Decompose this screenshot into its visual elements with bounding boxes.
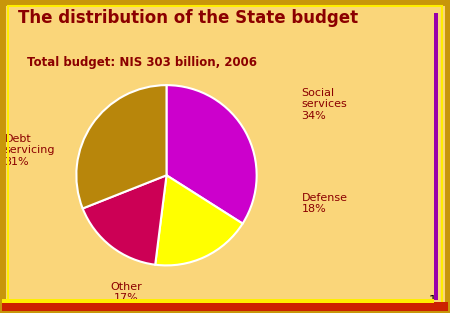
Wedge shape xyxy=(166,85,256,223)
Text: Social
services
34%: Social services 34% xyxy=(302,88,347,121)
Text: Other
17%: Other 17% xyxy=(110,282,142,303)
Text: Total budget: NIS 303 billion, 2006: Total budget: NIS 303 billion, 2006 xyxy=(27,56,257,69)
Text: Debt
servicing
31%: Debt servicing 31% xyxy=(4,134,55,167)
Text: The distribution of the State budget: The distribution of the State budget xyxy=(18,9,358,28)
Wedge shape xyxy=(155,175,243,265)
Text: Defense
18%: Defense 18% xyxy=(302,192,347,214)
Wedge shape xyxy=(83,175,166,265)
Wedge shape xyxy=(76,85,166,208)
Text: 1: 1 xyxy=(428,294,436,307)
